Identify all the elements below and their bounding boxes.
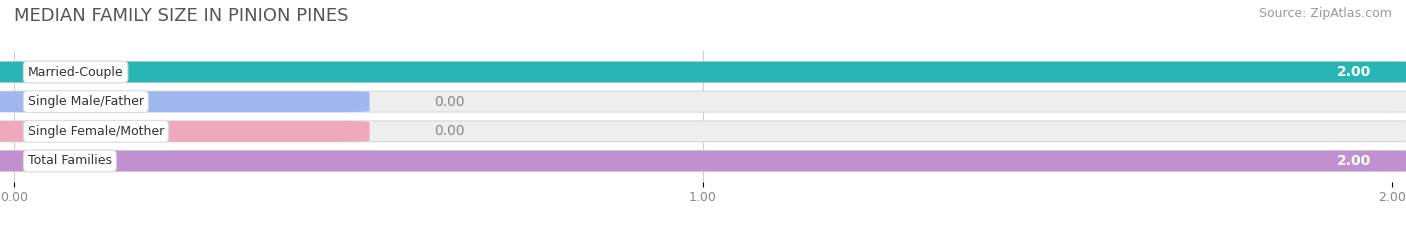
Text: Single Female/Mother: Single Female/Mother [28,125,165,138]
Text: 2.00: 2.00 [1337,154,1371,168]
FancyBboxPatch shape [0,151,1406,171]
FancyBboxPatch shape [0,91,370,112]
Text: 0.00: 0.00 [434,124,465,138]
FancyBboxPatch shape [0,62,1406,82]
Text: MEDIAN FAMILY SIZE IN PINION PINES: MEDIAN FAMILY SIZE IN PINION PINES [14,7,349,25]
Text: Total Families: Total Families [28,154,112,168]
Text: Married-Couple: Married-Couple [28,65,124,79]
Text: Single Male/Father: Single Male/Father [28,95,143,108]
FancyBboxPatch shape [0,121,370,142]
FancyBboxPatch shape [0,121,1406,142]
FancyBboxPatch shape [0,151,1406,171]
Text: Source: ZipAtlas.com: Source: ZipAtlas.com [1258,7,1392,20]
FancyBboxPatch shape [0,91,1406,112]
FancyBboxPatch shape [0,62,1406,82]
Text: 2.00: 2.00 [1337,65,1371,79]
Text: 0.00: 0.00 [434,95,465,109]
